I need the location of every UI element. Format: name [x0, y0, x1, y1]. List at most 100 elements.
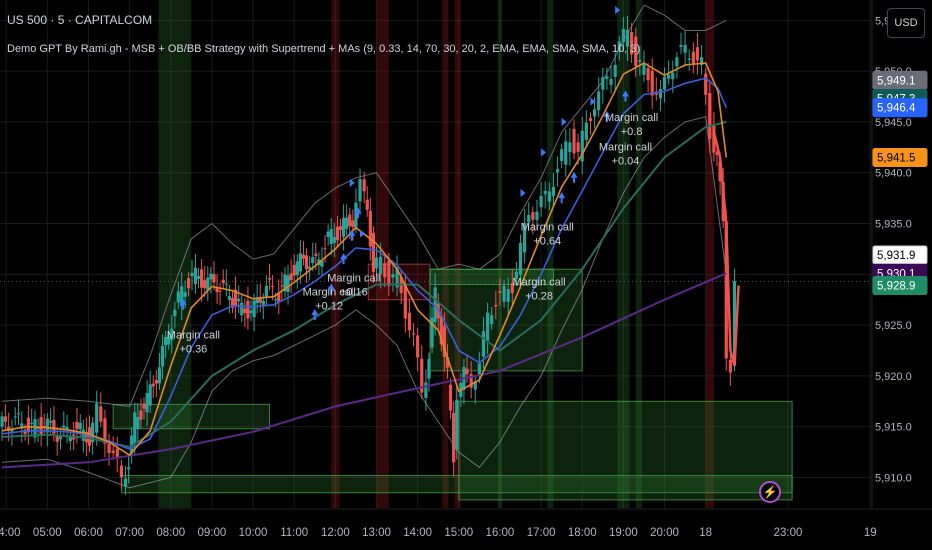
candle-body: [683, 44, 687, 53]
candle-body: [176, 291, 180, 303]
candle-body: [445, 357, 450, 368]
x-tick-label: 07:00: [115, 527, 144, 539]
candle-body: [625, 30, 630, 47]
candle-body: [348, 214, 352, 227]
candle-body: [142, 403, 146, 409]
candle-body: [193, 267, 198, 284]
candle-body: [455, 399, 459, 450]
candle-body: [139, 410, 143, 420]
candle-body: [249, 310, 253, 313]
candle-body: [243, 308, 247, 314]
candle-body: [502, 285, 506, 302]
candle-body: [196, 275, 201, 279]
price-tag-label: 5,941.5: [877, 152, 915, 164]
candle-body: [617, 41, 621, 51]
candle-body: [224, 283, 228, 285]
candle-body: [469, 374, 473, 388]
candle-body: [26, 417, 30, 433]
y-tick-label: 5,915.0: [875, 422, 912, 434]
candle-body: [49, 420, 53, 423]
candle-body: [551, 186, 556, 196]
arrow-right-icon: [360, 229, 366, 238]
candle-body: [650, 70, 654, 96]
arrow-up-icon: [340, 253, 348, 265]
arrow-right-icon: [520, 189, 526, 198]
lightning-icon[interactable]: ⚡: [759, 481, 781, 503]
candle-body: [416, 335, 420, 358]
price-tag-label: 5,931.9: [877, 250, 915, 262]
candle-body: [368, 210, 372, 247]
candle-body: [258, 296, 262, 303]
candle-body: [572, 128, 576, 154]
candle-body: [498, 291, 502, 293]
candle-body: [539, 195, 543, 208]
candle-body: [514, 271, 519, 279]
candle-body: [634, 36, 638, 67]
candle-body: [732, 281, 737, 366]
candle-body: [527, 214, 531, 223]
candle-body: [568, 142, 572, 153]
candle-body: [442, 326, 446, 358]
y-tick-label: 5,945.0: [875, 117, 912, 129]
candle-body: [712, 125, 716, 153]
candle-body: [145, 393, 149, 413]
candle-body: [252, 300, 256, 318]
candle-body: [20, 423, 24, 429]
candle-body: [547, 191, 551, 202]
candle-body: [87, 427, 92, 446]
vertical-zone-1: [331, 0, 340, 508]
candle-body: [271, 286, 275, 288]
plot-area: Margin call +0.36 Margin call +0.12 Margin c…: [0, 0, 872, 508]
candle-body: [486, 312, 490, 341]
candle-body: [642, 62, 646, 75]
candle-body: [555, 169, 560, 173]
arrow-up-icon: [621, 90, 629, 102]
symbol-title[interactable]: US 500 · 5 · CAPITALCOM: [7, 13, 153, 27]
candle-body: [584, 122, 588, 140]
candle-body: [391, 274, 395, 278]
final-drop-line: [712, 131, 740, 367]
candle-body: [0, 416, 4, 427]
candle-body: [55, 435, 59, 442]
candle-body: [424, 382, 428, 398]
candle-body: [613, 65, 617, 77]
candle-body: [704, 73, 708, 95]
candle-body: [430, 317, 434, 348]
vertical-zone-8: [635, 0, 642, 508]
candle-body: [123, 478, 128, 487]
candle-body: [186, 278, 191, 289]
candle-body: [3, 416, 7, 422]
candle-body: [136, 417, 140, 429]
candle-body: [320, 260, 324, 267]
x-tick-label: 09:00: [198, 527, 227, 539]
candle-body: [233, 289, 238, 306]
margin-call-value: +0.04: [612, 155, 640, 167]
candle-body: [99, 406, 103, 422]
candle-body: [403, 284, 407, 319]
candle-body: [157, 367, 162, 384]
indicator-label[interactable]: Demo GPT By Rami.gh - MSB + OB/BB Strate…: [7, 43, 641, 55]
candle-body: [724, 221, 728, 359]
candle-body: [115, 448, 119, 459]
candle-body: [494, 304, 498, 307]
price-tag-label: 5,949.1: [877, 75, 915, 87]
arrow-up-icon: [558, 192, 566, 204]
candle-body: [473, 381, 477, 390]
zone-box-2: [367, 263, 431, 301]
y-tick-label: 5,920.0: [875, 371, 912, 383]
margin-call-value: +0.28: [525, 290, 553, 302]
candle-body: [218, 290, 222, 292]
candle-body: [65, 426, 69, 429]
candle-body: [433, 287, 437, 322]
currency-button[interactable]: USD: [887, 8, 925, 38]
candle-body: [81, 429, 85, 441]
arrow-up-icon: [603, 110, 611, 122]
candle-body: [535, 211, 539, 220]
candle-body: [215, 287, 219, 293]
candle-body: [255, 297, 259, 304]
candle-body: [180, 286, 184, 307]
price-tag-label: 5,946.4: [877, 103, 916, 115]
candle-body: [133, 412, 137, 445]
